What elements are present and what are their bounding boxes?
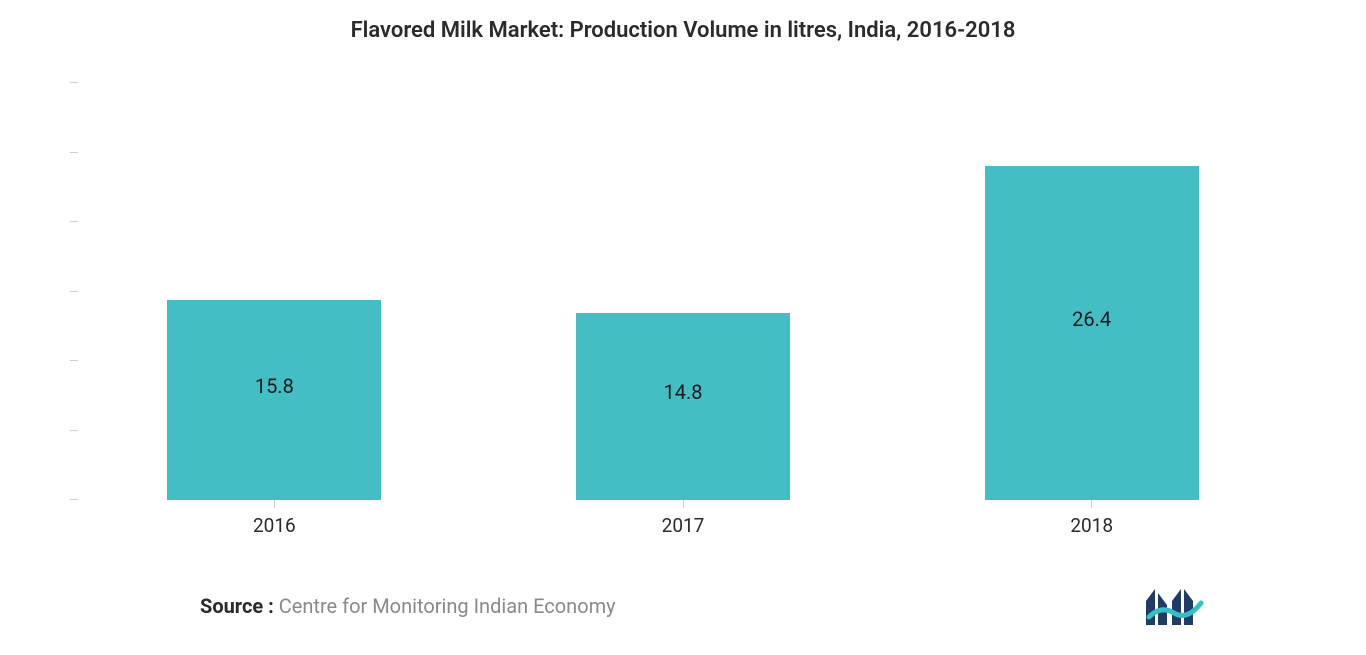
x-tick-group: 2016 (70, 512, 479, 537)
mn-logo-icon (1146, 587, 1206, 625)
chart-container: Flavored Milk Market: Production Volume … (0, 0, 1366, 655)
bars-row: 15.8 14.8 26.4 (70, 83, 1296, 500)
x-tick-mark (1091, 500, 1092, 508)
source-text: Source : Centre for Monitoring Indian Ec… (200, 594, 616, 618)
x-tick-label: 2016 (253, 514, 296, 537)
chart-title: Flavored Milk Market: Production Volume … (60, 18, 1306, 43)
x-tick-mark (274, 500, 275, 508)
x-tick-mark (683, 500, 684, 508)
bar: 14.8 (576, 313, 790, 500)
x-tick-label: 2017 (662, 514, 705, 537)
bar-group: 26.4 (887, 83, 1296, 500)
bar-value-label: 15.8 (255, 374, 294, 398)
bar-group: 14.8 (479, 83, 888, 500)
source-value: Centre for Monitoring Indian Economy (274, 594, 616, 618)
source-label: Source : (200, 594, 274, 618)
bar: 26.4 (985, 166, 1199, 500)
x-tick-group: 2018 (887, 512, 1296, 537)
bar-value-label: 14.8 (664, 380, 703, 404)
x-axis: 2016 2017 2018 (70, 500, 1296, 537)
bar-group: 15.8 (70, 83, 479, 500)
x-tick-label: 2018 (1070, 514, 1113, 537)
plot-area: 15.8 14.8 26.4 (70, 83, 1296, 500)
x-tick-group: 2017 (479, 512, 888, 537)
bar: 15.8 (167, 300, 381, 500)
bar-value-label: 26.4 (1072, 307, 1111, 331)
source-row: Source : Centre for Monitoring Indian Ec… (60, 587, 1306, 635)
